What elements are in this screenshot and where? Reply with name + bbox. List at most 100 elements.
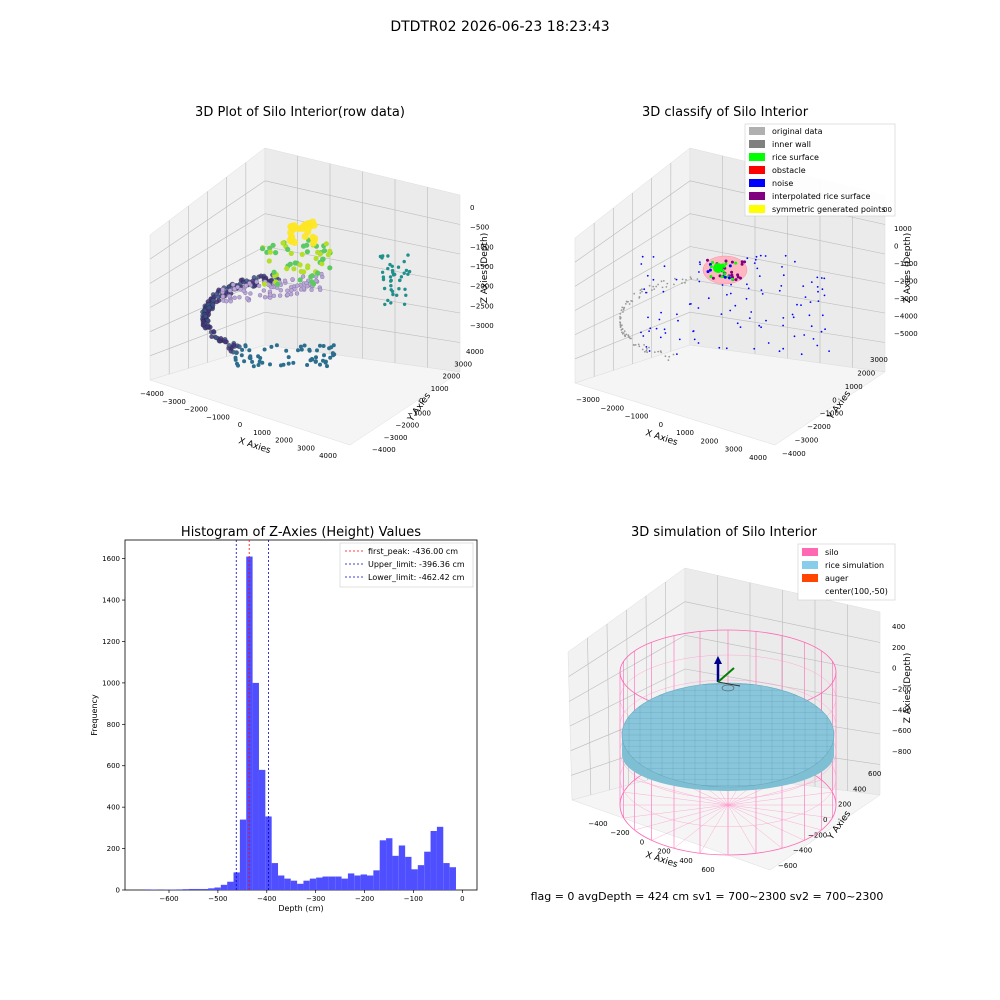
data-point — [643, 344, 645, 346]
histogram-bar — [411, 869, 418, 890]
data-point — [235, 361, 239, 366]
legend-label: silo — [825, 548, 839, 557]
tick-label: −1000 — [206, 413, 230, 421]
histogram-bar — [195, 888, 202, 890]
legend-swatch — [749, 205, 765, 213]
data-point — [747, 287, 750, 290]
data-point — [678, 338, 681, 341]
data-point — [261, 281, 268, 287]
data-point — [305, 284, 310, 289]
data-point — [288, 292, 294, 297]
data-point — [796, 303, 798, 306]
data-point — [677, 319, 679, 322]
data-point — [390, 268, 395, 273]
data-point — [242, 359, 247, 364]
data-point — [239, 353, 244, 358]
legend-swatch — [749, 153, 765, 161]
z-axis-label: Z Axies (Depth) — [480, 233, 490, 304]
data-point — [745, 297, 748, 300]
z-tick-labels: 0 −500 −1000 −1500 −2000 −2500 −3000 — [470, 204, 494, 330]
data-point — [756, 267, 759, 270]
data-point — [288, 233, 296, 241]
data-point — [298, 225, 306, 232]
data-point — [685, 279, 687, 281]
data-point — [622, 332, 625, 334]
data-point — [723, 275, 727, 279]
data-point — [646, 351, 648, 354]
data-point — [231, 342, 237, 348]
data-point — [646, 274, 649, 277]
data-point — [641, 288, 643, 291]
data-point — [653, 288, 656, 290]
data-point — [630, 300, 632, 302]
data-point — [273, 250, 279, 256]
data-point — [307, 347, 312, 352]
histogram-bar — [322, 876, 329, 890]
chart-title: Histogram of Z-Axies (Height) Values — [181, 525, 421, 540]
data-point — [325, 252, 331, 258]
tick-label: 400 — [853, 785, 866, 793]
tick-label: −1000 — [470, 243, 494, 251]
tick-label: 600 — [107, 762, 120, 770]
data-point — [690, 277, 693, 280]
data-point — [256, 363, 261, 367]
data-point — [237, 295, 242, 300]
histogram-bar — [239, 819, 247, 890]
data-point — [302, 343, 307, 348]
tick-label: −600 — [159, 895, 178, 903]
tick-label: 4000 — [749, 454, 767, 462]
data-point — [294, 291, 300, 296]
data-point — [398, 278, 402, 282]
tick-label: 400 — [107, 804, 120, 812]
data-point — [730, 273, 734, 277]
data-point — [203, 313, 208, 319]
data-point — [393, 272, 397, 277]
data-point — [309, 218, 317, 226]
tick-label: 4000 — [466, 348, 484, 356]
legend-label: obstacle — [772, 166, 806, 175]
data-point — [220, 287, 225, 292]
legend-swatch — [749, 166, 765, 174]
data-point — [318, 287, 323, 292]
data-point — [637, 343, 640, 346]
data-point — [648, 346, 650, 349]
tick-label: −3000 — [384, 434, 408, 442]
histogram-bar — [328, 876, 336, 890]
data-point — [286, 361, 291, 366]
data-point — [676, 313, 678, 316]
data-point — [693, 338, 696, 341]
data-point — [657, 350, 659, 353]
y-tick-labels: −4000 −3000 −2000 −1000 0 1000 2000 3000 4000 — [372, 348, 484, 454]
histogram-bar — [379, 840, 387, 890]
data-point — [406, 253, 410, 257]
legend-overflow-text: 00 — [883, 206, 892, 214]
tick-label: 4000 — [319, 452, 337, 460]
data-point — [233, 357, 238, 362]
data-point — [222, 339, 228, 345]
legend-swatch — [749, 192, 765, 200]
tick-label: −2000 — [600, 404, 624, 412]
histogram-bars — [144, 556, 456, 890]
data-point — [628, 336, 630, 339]
data-point — [731, 277, 734, 281]
data-point — [388, 262, 392, 267]
data-point — [305, 263, 311, 269]
histogram-bar — [189, 888, 196, 890]
tick-label: 3000 — [297, 444, 315, 452]
silo-floor-wire — [623, 791, 729, 806]
data-point — [266, 258, 272, 264]
data-point — [652, 256, 655, 258]
x-tick-labels: −4000−3000−2000−1000 0 1000 2000 3000 4000 — [140, 390, 337, 460]
data-point — [698, 261, 701, 263]
data-point — [308, 274, 314, 280]
data-point — [652, 278, 655, 281]
tick-label: −100 — [404, 895, 423, 903]
data-point — [277, 293, 283, 298]
tick-label: 3000 — [725, 446, 743, 454]
data-point — [210, 302, 216, 308]
tick-label: −500 — [208, 895, 227, 903]
data-point — [761, 293, 764, 295]
tick-label: 200 — [657, 848, 670, 856]
data-point — [689, 276, 692, 278]
tick-label: 800 — [107, 721, 120, 729]
